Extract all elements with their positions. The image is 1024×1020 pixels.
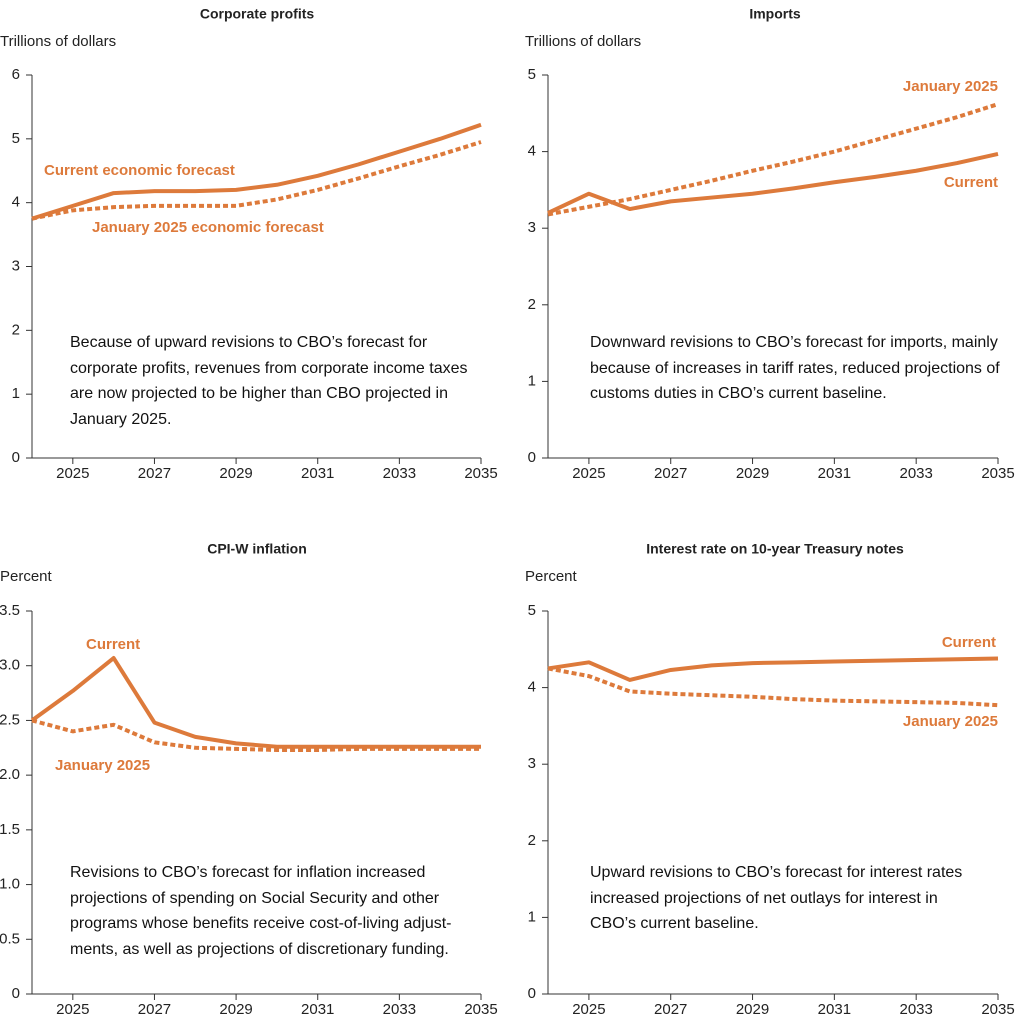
annotation: Upward revisions to CBO’s forecast for i…: [590, 864, 963, 932]
x-tick-label: 2033: [383, 1001, 416, 1018]
y-tick-label: 1: [528, 908, 536, 925]
series-line: [31, 140, 482, 221]
y-tick-label: 2: [12, 321, 20, 338]
panel-title: Interest rate on 10-year Treasury notes: [646, 541, 904, 557]
series-label: January 2025 economic forecast: [92, 219, 324, 236]
annotation-box: Upward revisions to CBO’s forecast for i…: [590, 864, 963, 932]
x-tick-label: 2025: [572, 1001, 605, 1018]
series-line: [547, 656, 999, 682]
y-tick-label: 2.0: [0, 766, 20, 783]
x-tick-label: 2027: [138, 1001, 171, 1018]
y-tick-label: 4: [528, 143, 536, 160]
panel-title: Imports: [749, 6, 801, 22]
x-tick-label: 2033: [383, 465, 416, 482]
series-label: Current: [942, 634, 996, 651]
series-line: [547, 666, 999, 708]
x-tick-label: 2029: [219, 465, 252, 482]
x-tick-label: 2027: [138, 465, 171, 482]
y-tick-label: 1.5: [0, 821, 20, 838]
x-tick-label: 2035: [464, 1001, 497, 1018]
annotation-box: Revisions to CBO’s forecast for inflatio…: [70, 864, 452, 958]
y-tick-label: 6: [12, 66, 20, 83]
x-tick-label: 2031: [301, 465, 334, 482]
annotation: Downward revisions to CBO’s forecast for…: [590, 334, 1000, 402]
series-label: Current: [944, 174, 998, 191]
y-axis-label: Trillions of dollars: [525, 33, 641, 50]
y-tick-label: 3: [528, 219, 536, 236]
x-tick-label: 2025: [572, 465, 605, 482]
series-line: [30, 656, 481, 749]
y-tick-label: 5: [528, 66, 536, 83]
series-line: [31, 718, 481, 752]
annotation-box: Downward revisions to CBO’s forecast for…: [590, 334, 1000, 402]
x-tick-label: 2035: [981, 465, 1014, 482]
y-axis-label: Percent: [0, 568, 53, 585]
series-label: January 2025: [903, 78, 998, 95]
series-line: [547, 102, 999, 217]
y-tick-label: 0: [528, 449, 536, 466]
x-tick-label: 2029: [219, 1001, 252, 1018]
y-tick-label: 0: [528, 985, 536, 1002]
y-tick-label: 2: [528, 296, 536, 313]
y-tick-label: 3: [528, 755, 536, 772]
x-tick-label: 2027: [654, 465, 687, 482]
panel-title: Corporate profits: [200, 6, 315, 22]
y-tick-label: 2.5: [0, 711, 20, 728]
y-tick-label: 3: [12, 257, 20, 274]
x-tick-label: 2031: [301, 1001, 334, 1018]
x-tick-label: 2033: [899, 465, 932, 482]
annotation-box: Because of upward revisions to CBO’s for…: [70, 334, 468, 428]
series-label: January 2025: [903, 713, 998, 730]
x-tick-label: 2033: [899, 1001, 932, 1018]
series-label: Current economic forecast: [44, 162, 235, 179]
y-tick-label: 5: [528, 602, 536, 619]
x-tick-label: 2025: [56, 465, 89, 482]
x-tick-label: 2029: [736, 1001, 769, 1018]
series-label: January 2025: [55, 757, 150, 774]
y-tick-label: 2: [528, 832, 536, 849]
y-tick-label: 0.5: [0, 930, 20, 947]
x-tick-label: 2031: [818, 465, 851, 482]
x-tick-label: 2027: [654, 1001, 687, 1018]
series-line: [547, 151, 999, 215]
y-tick-label: 1: [528, 372, 536, 389]
y-tick-label: 4: [12, 194, 20, 211]
y-tick-label: 1.0: [0, 876, 20, 893]
y-tick-label: 3.0: [0, 657, 20, 674]
y-tick-label: 1: [12, 385, 20, 402]
x-tick-label: 2035: [981, 1001, 1014, 1018]
y-tick-label: 5: [12, 130, 20, 147]
y-axis-label: Percent: [525, 568, 578, 585]
x-tick-label: 2029: [736, 465, 769, 482]
y-tick-label: 0: [12, 985, 20, 1002]
annotation: Revisions to CBO’s forecast for inflatio…: [70, 864, 452, 958]
y-tick-label: 3.5: [0, 602, 20, 619]
panel-title: CPI-W inflation: [207, 541, 307, 557]
annotation: Because of upward revisions to CBO’s for…: [70, 334, 468, 428]
y-tick-label: 4: [528, 679, 536, 696]
series-label: Current: [86, 636, 140, 653]
x-tick-label: 2025: [56, 1001, 89, 1018]
y-tick-label: 0: [12, 449, 20, 466]
y-axis-label: Trillions of dollars: [0, 33, 116, 50]
x-tick-label: 2031: [818, 1001, 851, 1018]
x-tick-label: 2035: [464, 465, 497, 482]
series-line: [31, 122, 482, 221]
